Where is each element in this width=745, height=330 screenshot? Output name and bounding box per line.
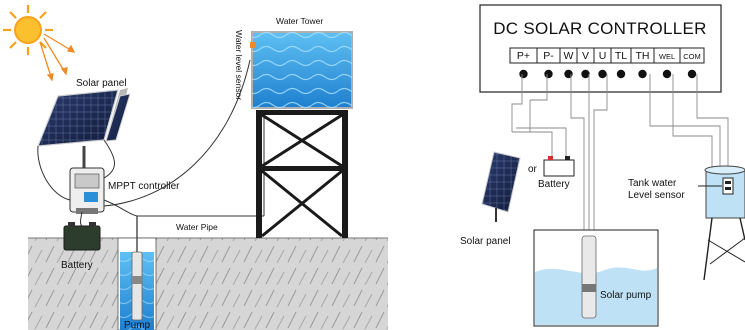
- controller-title: DC SOLAR CONTROLLER: [493, 19, 707, 38]
- terminal-cell-com: [679, 47, 705, 64]
- solar-pump-label: Solar pump: [600, 290, 652, 301]
- right-wiring: [511, 74, 729, 230]
- mppt-controller-unit: [69, 167, 105, 214]
- terminal-screw: [598, 69, 607, 79]
- terminal-strip: P+ P- W V U TL TH WEL COM: [509, 47, 705, 79]
- terminal-label: P+: [517, 50, 530, 62]
- solar-pump-body: [581, 235, 597, 319]
- terminal-label: WEL: [659, 52, 675, 61]
- terminal-screw: [638, 69, 647, 79]
- water-tower: [250, 31, 353, 238]
- left-illustration: Solar panel MPPT controller Battery: [3, 5, 388, 330]
- ground: [28, 238, 388, 330]
- terminal-screw: [687, 69, 697, 79]
- terminal-label: TL: [615, 50, 627, 62]
- mppt-controller-label: MPPT controller: [108, 181, 180, 192]
- well-tank: [533, 229, 659, 327]
- terminal-screw: [519, 69, 528, 79]
- terminal-label: TH: [636, 50, 650, 62]
- or-label: or: [528, 164, 538, 175]
- solar-panel-label-right: Solar panel: [460, 236, 511, 247]
- terminal-screw: [544, 69, 553, 79]
- terminal-label: W: [564, 50, 574, 62]
- small-battery: [543, 156, 575, 177]
- battery-label: Battery: [61, 260, 93, 271]
- small-solar-panel: [481, 151, 521, 222]
- water-tower-label: Water Tower: [276, 16, 323, 26]
- solar-panel-label: Solar panel: [76, 78, 127, 89]
- left-wiring: [37, 59, 265, 227]
- terminal-screw: [581, 69, 590, 79]
- terminal-label: U: [599, 50, 607, 62]
- battery-label-right: Battery: [538, 179, 570, 190]
- water-pipe-label: Water Pipe: [176, 222, 218, 232]
- tank-sensor-label-line1: Tank water: [628, 178, 677, 189]
- solar-panel-array: [37, 88, 131, 176]
- terminal-screw: [616, 69, 626, 79]
- terminal-label: V: [582, 50, 589, 62]
- sun-rays: [39, 33, 76, 82]
- terminal-screw: [662, 69, 672, 79]
- tank-level-sensor: [722, 177, 734, 195]
- storage-tank: [703, 165, 745, 281]
- pump-label: Pump: [124, 320, 151, 330]
- sun-icon: [3, 5, 53, 55]
- terminal-label: P-: [543, 50, 554, 62]
- tank-sensor-label-line2: Level sensor: [628, 190, 685, 201]
- right-schematic: DC SOLAR CONTROLLER P+ P- W V U TL TH WEL COM: [460, 4, 745, 327]
- submersible-pump: [131, 251, 143, 321]
- water-level-sensor-label: Water level sensor: [234, 30, 244, 100]
- battery-unit: [63, 222, 101, 251]
- terminal-label: COM: [683, 52, 701, 61]
